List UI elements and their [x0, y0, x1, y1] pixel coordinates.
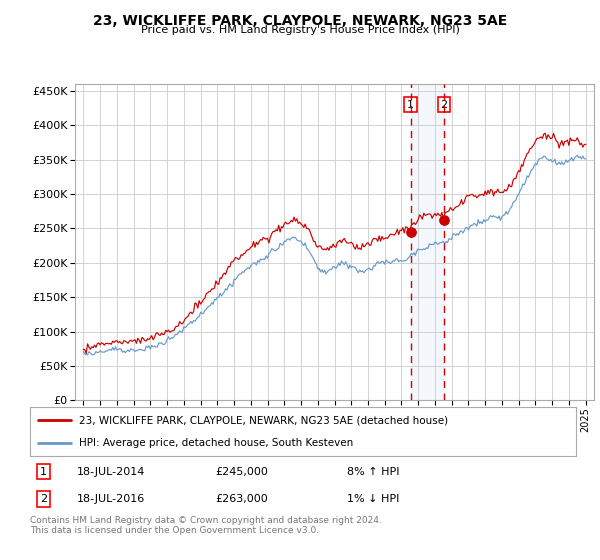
- Text: This data is licensed under the Open Government Licence v3.0.: This data is licensed under the Open Gov…: [30, 526, 319, 535]
- Text: HPI: Average price, detached house, South Kesteven: HPI: Average price, detached house, Sout…: [79, 438, 353, 448]
- Text: 18-JUL-2016: 18-JUL-2016: [76, 494, 145, 504]
- Text: 1% ↓ HPI: 1% ↓ HPI: [347, 494, 399, 504]
- Text: 2: 2: [40, 494, 47, 504]
- Text: £245,000: £245,000: [215, 466, 269, 477]
- Text: 23, WICKLIFFE PARK, CLAYPOLE, NEWARK, NG23 5AE: 23, WICKLIFFE PARK, CLAYPOLE, NEWARK, NG…: [93, 14, 507, 28]
- Point: [406, 227, 415, 236]
- Text: 2: 2: [440, 100, 448, 110]
- Text: 1: 1: [407, 100, 414, 110]
- Text: £263,000: £263,000: [215, 494, 268, 504]
- Text: 18-JUL-2014: 18-JUL-2014: [76, 466, 145, 477]
- Text: 8% ↑ HPI: 8% ↑ HPI: [347, 466, 399, 477]
- Text: 23, WICKLIFFE PARK, CLAYPOLE, NEWARK, NG23 5AE (detached house): 23, WICKLIFFE PARK, CLAYPOLE, NEWARK, NG…: [79, 416, 448, 426]
- Text: Price paid vs. HM Land Registry's House Price Index (HPI): Price paid vs. HM Land Registry's House …: [140, 25, 460, 35]
- Text: 1: 1: [40, 466, 47, 477]
- Text: Contains HM Land Registry data © Crown copyright and database right 2024.: Contains HM Land Registry data © Crown c…: [30, 516, 382, 525]
- Point: [439, 215, 449, 224]
- Bar: [410, 84, 444, 400]
